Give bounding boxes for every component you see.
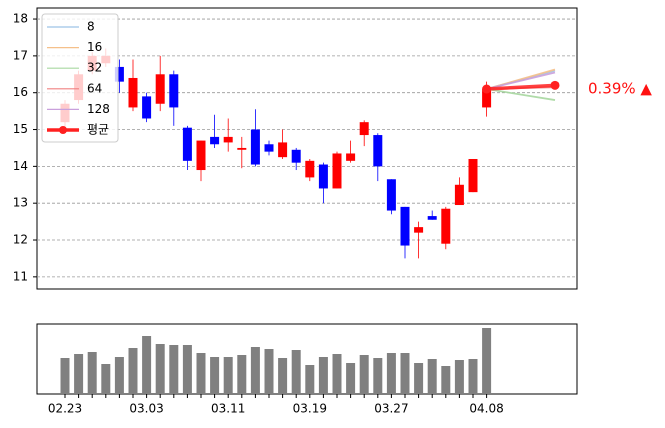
legend: 8 16 32 64 128 평균 [41,13,119,143]
candle-body [114,66,124,82]
forecast-line [486,83,556,91]
candle-body [182,127,192,161]
legend-label: 32 [87,61,102,75]
candle-body [237,147,247,150]
x-tick-label: 02.23 [48,402,82,416]
candle-body [359,122,369,136]
volume-bar [87,352,97,394]
candle-body [414,227,424,233]
candle-body [441,208,451,244]
volume-bar [155,344,165,394]
y-tick-label: 14 [13,159,28,173]
x-tick-label: 03.27 [374,402,408,416]
price-panel [36,7,578,290]
candle-body [278,142,288,158]
volume-bar [482,328,492,394]
forecast-line [486,88,556,101]
volume-bar [237,355,247,394]
volume-bar [196,353,206,394]
volume-bar [60,358,70,394]
candle-body [264,144,274,152]
candle-body [482,89,492,108]
volume-bar [169,345,179,394]
legend-label: 8 [87,20,95,34]
volume-bar [128,348,138,394]
candle-body [454,184,464,206]
x-tick-label: 03.11 [211,402,245,416]
y-tick-label: 11 [13,269,28,283]
volume-bar [264,349,274,394]
candle-body [155,74,165,104]
candle-body [332,153,342,189]
candle-body [373,135,383,167]
y-tick-label: 15 [13,122,28,136]
legend-marker [59,126,67,134]
volume-bar [373,358,383,394]
candle-body [169,74,179,108]
volume-bar [468,359,478,394]
candle-body [346,153,356,161]
volume-bar [291,350,301,394]
candle-body [291,149,301,163]
volume-bar [386,353,396,394]
volume-bar [454,360,464,394]
legend-label: 16 [87,40,102,54]
candle-body [196,140,206,171]
legend-label: 평균 [87,123,109,137]
volume-bar [74,354,84,394]
candle-body [128,77,138,108]
y-tick-label: 17 [13,48,28,62]
volume-bar [250,347,260,394]
candle-body [427,216,437,220]
volume-bar [114,357,124,394]
volume-bar [182,345,192,394]
candle-body [400,206,410,246]
candle-body [468,158,478,193]
volume-bar [210,357,220,394]
volume-bar [318,357,328,394]
volume-bar [278,358,288,394]
candle-body [318,164,328,189]
change-annotation: 0.39% ▲ [588,80,652,98]
volume-bar [414,363,424,394]
volume-bar [441,366,451,394]
volume-bar [223,357,233,394]
y-tick-label: 12 [13,233,28,247]
forecast-end [550,80,560,90]
y-tick-label: 13 [13,196,28,210]
x-tick-label: 03.19 [293,402,327,416]
legend-label: 128 [87,102,110,116]
volume-bar [142,336,152,394]
x-tick-label: 03.03 [129,402,163,416]
legend-label: 64 [87,81,102,95]
forecast-start [482,84,492,94]
volume-bar [101,364,111,394]
candle-body [223,136,233,143]
candle-body [250,129,260,165]
volume-bar [427,359,437,394]
candle-body [210,136,220,145]
volume-bar [359,355,369,394]
volume-bar [305,365,315,394]
y-tick-label: 16 [13,85,28,99]
candle-body [386,179,396,211]
volume-bar [332,354,342,394]
volume-bar [400,353,410,394]
candle-body [305,160,315,178]
volume-bar [346,363,356,394]
y-tick-label: 18 [13,12,28,26]
candle-body [142,96,152,119]
forecast-line [486,71,556,90]
x-tick-label: 04.08 [469,402,503,416]
